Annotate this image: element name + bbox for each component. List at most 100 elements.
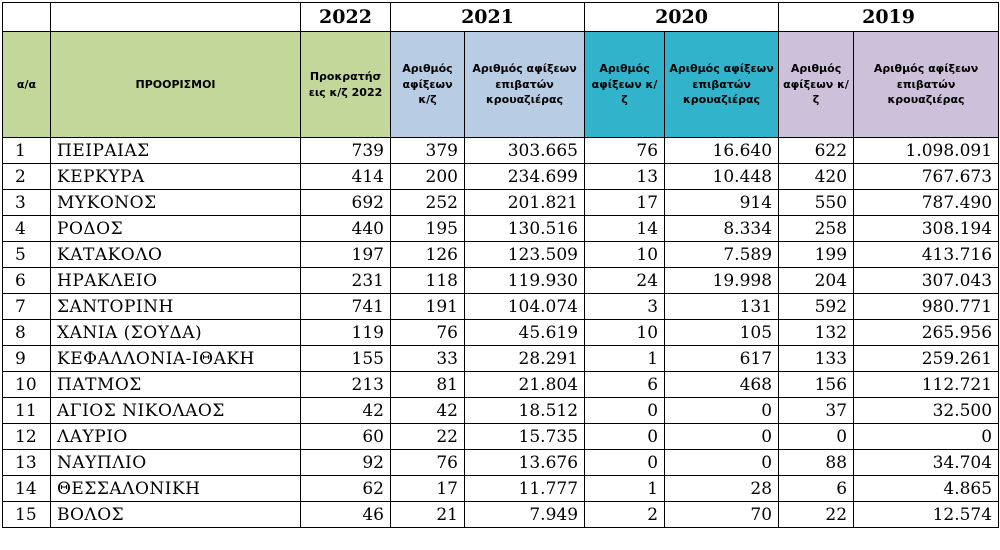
year-2022-header: 2022 xyxy=(300,2,391,32)
arrivals-2020-cell: 13 xyxy=(584,163,666,190)
passengers-2020-cell: 16.640 xyxy=(664,137,780,164)
table-row: 1 ΠΕΙΡΑΙΑΣ 739 379 303.665 76 16.640 622 1.098.0… xyxy=(2,137,1000,164)
index-cell: 1 xyxy=(2,137,51,164)
passengers-2019-cell: 4.865 xyxy=(853,475,1000,502)
table-row: 3 ΜΥΚΟΝΟΣ 692 252 201.821 17 914 550 787.490 xyxy=(2,189,1000,216)
passengers-2020-cell: 7.589 xyxy=(664,241,780,268)
passengers-2019-cell: 32.500 xyxy=(853,397,1000,424)
arrivals-2020-cell: 0 xyxy=(584,423,666,450)
year-2019-header: 2019 xyxy=(778,2,1000,32)
table-row: 15 ΒΟΛΟΣ 46 21 7.949 2 70 22 12.574 xyxy=(2,501,1000,528)
passengers-2020-cell: 617 xyxy=(664,345,780,372)
table-row: 8 ΧΑΝΙΑ (ΣΟΥΔΑ) 119 76 45.619 10 105 132 265.956 xyxy=(2,319,1000,346)
passengers-2019-cell: 413.716 xyxy=(853,241,1000,268)
passengers-2020-header: Αριθμός αφίξεων επιβατών κρουαζιέρας xyxy=(664,31,780,138)
arrivals-2021-cell: 191 xyxy=(390,293,465,320)
table-row: 10 ΠΑΤΜΟΣ 213 81 21.804 6 468 156 112.721 xyxy=(2,371,1000,398)
index-column-header: α/α xyxy=(2,31,51,138)
passengers-2021-cell: 7.949 xyxy=(463,501,586,528)
index-cell: 12 xyxy=(2,423,51,450)
index-cell: 4 xyxy=(2,215,51,242)
bookings-2022-cell: 197 xyxy=(300,241,391,268)
passengers-2020-cell: 131 xyxy=(664,293,780,320)
passengers-2021-cell: 18.512 xyxy=(463,397,586,424)
index-cell: 7 xyxy=(2,293,51,320)
arrivals-2020-cell: 1 xyxy=(584,475,666,502)
passengers-2021-cell: 234.699 xyxy=(463,163,586,190)
bookings-2022-cell: 213 xyxy=(300,371,391,398)
passengers-2020-cell: 8.334 xyxy=(664,215,780,242)
passengers-2020-cell: 19.998 xyxy=(664,267,780,294)
arrivals-2021-cell: 33 xyxy=(390,345,465,372)
arrivals-2020-cell: 0 xyxy=(584,449,666,476)
passengers-2019-cell: 1.098.091 xyxy=(853,137,1000,164)
arrivals-2021-cell: 252 xyxy=(390,189,465,216)
arrivals-2019-cell: 132 xyxy=(778,319,855,346)
index-cell: 10 xyxy=(2,371,51,398)
empty-corner-cell xyxy=(2,2,51,32)
arrivals-2020-cell: 10 xyxy=(584,319,666,346)
column-header-row: α/α ΠΡΟΟΡΙΣΜΟΙ Προκρατήσ εις κ/ζ 2022 Αρ… xyxy=(2,31,1000,138)
table-row: 7 ΣΑΝΤΟΡΙΝΗ 741 191 104.074 3 131 592 980.771 xyxy=(2,293,1000,320)
destination-cell: ΒΟΛΟΣ xyxy=(50,501,301,528)
destination-cell: ΝΑΥΠΛΙΟ xyxy=(50,449,301,476)
table-row: 14 ΘΕΣΣΑΛΟΝΙΚΗ 62 17 11.777 1 28 6 4.865 xyxy=(2,475,1000,502)
table-row: 9 ΚΕΦΑΛΛΟΝΙΑ-ΙΘΑΚΗ 155 33 28.291 1 617 133 259.2… xyxy=(2,345,1000,372)
bookings-2022-cell: 62 xyxy=(300,475,391,502)
table-row: 11 ΑΓΙΟΣ ΝΙΚΟΛΑΟΣ 42 42 18.512 0 0 37 32.500 xyxy=(2,397,1000,424)
passengers-2020-cell: 0 xyxy=(664,449,780,476)
index-cell: 3 xyxy=(2,189,51,216)
arrivals-2020-cell: 6 xyxy=(584,371,666,398)
arrivals-2019-cell: 0 xyxy=(778,423,855,450)
bookings-2022-cell: 741 xyxy=(300,293,391,320)
bookings-2022-header: Προκρατήσ εις κ/ζ 2022 xyxy=(300,31,391,138)
passengers-2021-cell: 15.735 xyxy=(463,423,586,450)
index-cell: 14 xyxy=(2,475,51,502)
arrivals-2021-cell: 126 xyxy=(390,241,465,268)
year-header-row: 2022 2021 2020 2019 xyxy=(2,2,1000,32)
arrivals-2019-cell: 6 xyxy=(778,475,855,502)
passengers-2019-cell: 787.490 xyxy=(853,189,1000,216)
passengers-2019-cell: 0 xyxy=(853,423,1000,450)
bookings-2022-cell: 60 xyxy=(300,423,391,450)
index-cell: 9 xyxy=(2,345,51,372)
passengers-2021-cell: 123.509 xyxy=(463,241,586,268)
bookings-2022-cell: 739 xyxy=(300,137,391,164)
passengers-2020-cell: 0 xyxy=(664,397,780,424)
passengers-2021-cell: 119.930 xyxy=(463,267,586,294)
passengers-2021-cell: 303.665 xyxy=(463,137,586,164)
arrivals-2021-cell: 76 xyxy=(390,319,465,346)
passengers-2019-cell: 980.771 xyxy=(853,293,1000,320)
arrivals-2019-cell: 156 xyxy=(778,371,855,398)
passengers-2020-cell: 0 xyxy=(664,423,780,450)
destination-cell: ΡΟΔΟΣ xyxy=(50,215,301,242)
arrivals-2021-cell: 118 xyxy=(390,267,465,294)
bookings-2022-cell: 46 xyxy=(300,501,391,528)
arrivals-2019-cell: 133 xyxy=(778,345,855,372)
passengers-2020-cell: 105 xyxy=(664,319,780,346)
arrivals-2021-header: Αριθμός αφίξεων κ/ζ xyxy=(390,31,465,138)
arrivals-2021-cell: 22 xyxy=(390,423,465,450)
cruise-statistics-table: 2022 2021 2020 2019 α/α ΠΡΟΟΡΙΣΜΟΙ Προκρ… xyxy=(2,2,1000,528)
arrivals-2021-cell: 379 xyxy=(390,137,465,164)
arrivals-2019-cell: 199 xyxy=(778,241,855,268)
passengers-2021-cell: 45.619 xyxy=(463,319,586,346)
table-row: 5 ΚΑΤΑΚΟΛΟ 197 126 123.509 10 7.589 199 413.716 xyxy=(2,241,1000,268)
passengers-2021-cell: 130.516 xyxy=(463,215,586,242)
passengers-2021-cell: 11.777 xyxy=(463,475,586,502)
arrivals-2020-cell: 0 xyxy=(584,397,666,424)
arrivals-2019-header: Αριθμός αφίξεων κ/ζ xyxy=(778,31,855,138)
empty-header-cell xyxy=(50,2,301,32)
index-cell: 15 xyxy=(2,501,51,528)
destinations-column-header: ΠΡΟΟΡΙΣΜΟΙ xyxy=(50,31,301,138)
bookings-2022-cell: 119 xyxy=(300,319,391,346)
passengers-2019-header: Αριθμός αφίξεων επιβατών κρουαζιέρας xyxy=(853,31,1000,138)
destination-cell: ΛΑΥΡΙΟ xyxy=(50,423,301,450)
arrivals-2021-cell: 81 xyxy=(390,371,465,398)
index-cell: 13 xyxy=(2,449,51,476)
passengers-2019-cell: 308.194 xyxy=(853,215,1000,242)
passengers-2019-cell: 259.261 xyxy=(853,345,1000,372)
passengers-2020-cell: 70 xyxy=(664,501,780,528)
arrivals-2021-cell: 21 xyxy=(390,501,465,528)
passengers-2021-header: Αριθμός αφίξεων επιβατών κρουαζιέρας xyxy=(463,31,586,138)
